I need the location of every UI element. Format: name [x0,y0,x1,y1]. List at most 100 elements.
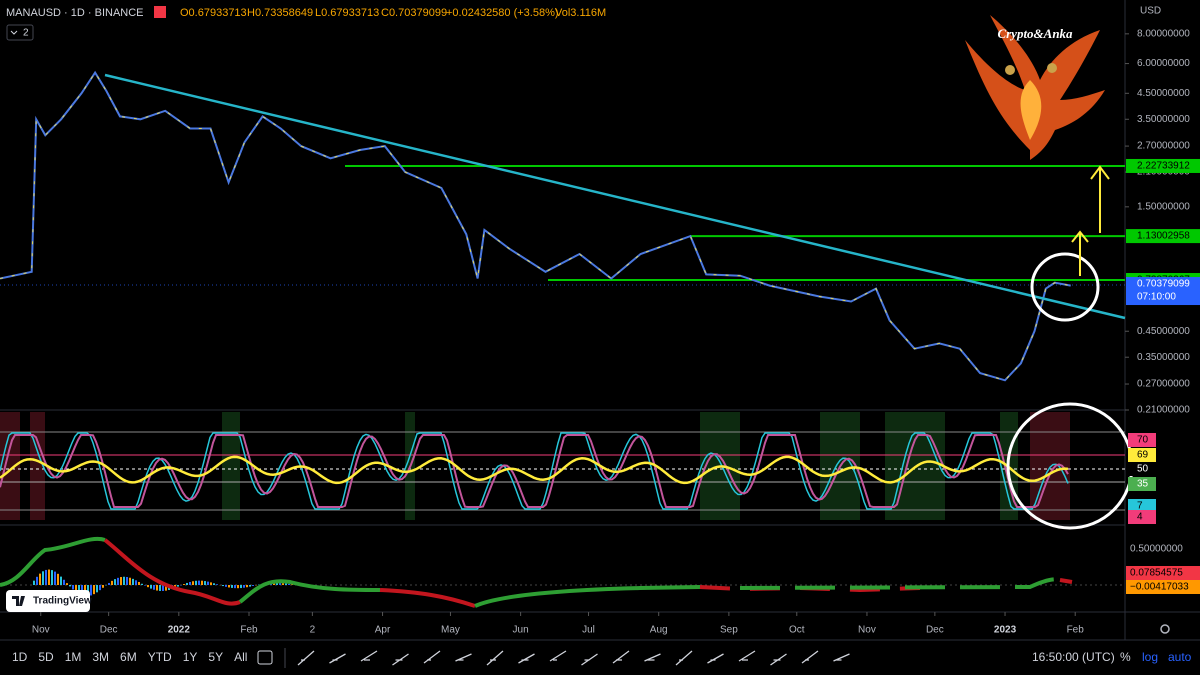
drawing-tool[interactable] [612,650,630,664]
coin [1047,63,1057,73]
histogram-bar [246,585,248,588]
histogram-bar [51,570,53,585]
indicators-toggle[interactable] [6,24,34,41]
histogram-bar [222,585,224,587]
coin [1005,65,1015,75]
period-button[interactable]: 1Y [183,650,198,664]
drawing-tool[interactable] [423,650,441,664]
osc-badge [1128,510,1156,524]
histogram-bar [135,580,137,585]
branding-text: TradingView [33,596,92,607]
histogram-bar [177,585,179,587]
arrow-head [1071,230,1089,243]
x-tick-label: Sep [720,625,738,636]
histogram-bar [99,585,101,591]
histogram-bar [198,580,200,585]
chevron [10,30,18,35]
period-button[interactable]: 5D [38,650,54,664]
log-toggle[interactable]: log [1142,650,1158,664]
y-tick-label: 6.00000000 [1137,58,1190,69]
histogram-bar [285,583,287,585]
drawing-tool[interactable] [644,653,661,662]
macd-line [1059,578,1073,584]
histogram-bar [249,585,251,587]
drawing-tool[interactable] [392,653,409,666]
osc-badge [1128,448,1156,462]
drawing-tool[interactable] [675,650,693,666]
osc-label: 7 [1137,501,1143,512]
open: O0.67933713 [180,7,247,19]
period-button[interactable]: All [234,650,247,664]
drawing-tool[interactable] [360,650,378,662]
drawing-tool[interactable] [518,653,535,664]
macd-badge [1126,580,1200,594]
histogram-bar [216,584,218,585]
period-button[interactable]: 3M [92,650,109,664]
histogram-bar [72,585,74,590]
macd-line [474,585,701,608]
osc-label: 4 [1137,512,1143,523]
auto-toggle[interactable]: auto [1168,650,1192,664]
histogram-bar [150,585,152,589]
period-button[interactable]: 1M [65,650,82,664]
histogram-bar [117,577,119,585]
currency[interactable]: USD [1140,6,1161,17]
drawing-tool[interactable] [297,650,315,666]
osc-badge [1128,433,1156,447]
period-button[interactable]: 6M [120,650,137,664]
drawing-tool[interactable] [581,653,598,666]
percent-toggle[interactable]: % [1120,650,1131,664]
histogram-bar [60,576,62,585]
change: +0.02432580 (+3.58%) [446,7,559,19]
y-tick-label: 0.27000000 [1137,379,1190,390]
period-button[interactable]: 5Y [208,650,223,664]
histogram-bar [213,583,215,585]
x-tick-label: 2023 [994,625,1017,636]
histogram-bar [138,581,140,585]
macd-badge [1126,542,1200,556]
histogram-bar [210,582,212,585]
volume: Vol3.116M [555,7,606,19]
drawing-tool[interactable] [738,650,756,662]
last-price-label: 0.70379099 [1137,279,1190,290]
legend-header: MANAUSD · 1D · BINANCE O0.67933713 H0.73… [6,6,606,41]
histogram-bar [36,576,38,585]
signal-zone [1030,412,1070,520]
histogram-bar [243,585,245,588]
y-tick-label: 2.70000000 [1137,141,1190,152]
x-tick-label: 2 [310,625,316,636]
histogram-bar [114,579,116,585]
histogram-bar [102,585,104,588]
histogram-bar [165,585,167,591]
histogram-bar [126,576,128,585]
histogram-bar [108,582,110,585]
macd-line [379,588,476,608]
branding: TradingView [6,590,92,612]
drawing-tool[interactable] [707,653,724,664]
phoenix-body [1020,80,1042,140]
indicators-count: 2 [23,28,29,39]
histogram-bar [45,569,47,585]
drawing-tool[interactable] [455,653,472,662]
x-tick-label: Aug [650,625,668,636]
compare-icon[interactable] [257,650,273,665]
settings-icon[interactable] [1160,624,1170,634]
drawing-tool[interactable] [833,653,850,662]
period-button[interactable]: YTD [148,650,172,664]
macd-line [739,577,1061,590]
histogram-bar [69,585,71,587]
x-tick-label: Oct [789,625,805,636]
drawing-tool[interactable] [770,653,787,666]
logo-text: Crypto&Anka [997,26,1073,41]
period-button[interactable]: 1D [12,650,28,664]
x-tick-label: 2022 [168,625,191,636]
drawing-tool[interactable] [486,650,504,666]
drawing-tool[interactable] [549,650,567,662]
y-tick-label: 0.21000000 [1137,405,1190,416]
osc-badge [1128,499,1156,513]
drawing-tool[interactable] [329,653,346,664]
drawing-tool[interactable] [801,650,819,664]
histogram-bar [111,580,113,585]
histogram-bar [189,581,191,585]
